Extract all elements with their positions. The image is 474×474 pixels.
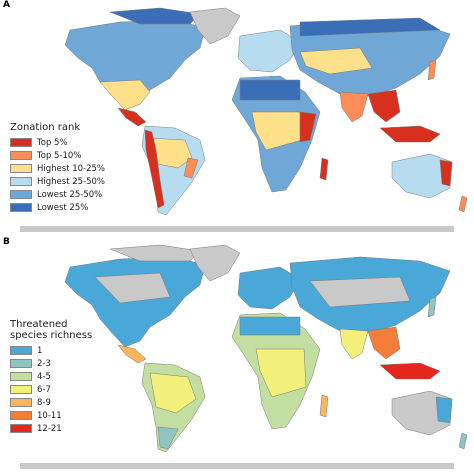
siberia <box>299 17 441 37</box>
south-east-asia <box>367 89 401 123</box>
canadian-arctic <box>109 7 201 25</box>
antarctica <box>20 226 454 232</box>
japan <box>427 59 437 81</box>
madagascar <box>319 394 329 418</box>
japan <box>427 296 437 318</box>
legend-item-2-3: 2-3 <box>10 357 92 370</box>
australia-east-coast <box>439 159 453 187</box>
legend-label: Highest 10-25% <box>37 163 106 174</box>
new-zealand <box>458 195 468 213</box>
panel-species-richness: B Threatened spe <box>0 237 474 474</box>
legend-item-12-21: 12-21 <box>10 422 92 435</box>
legend-swatch <box>10 398 32 407</box>
panel-label: B <box>3 237 10 247</box>
legend-label: Top 5% <box>37 137 68 148</box>
central-america <box>117 344 147 364</box>
greenland <box>189 244 241 282</box>
legend-swatch <box>10 164 32 173</box>
legend-item-highest-10-25: Highest 10-25% <box>10 162 105 175</box>
legend-label: Lowest 25-50% <box>37 189 103 200</box>
east-africa <box>299 111 317 143</box>
indonesia <box>379 362 441 380</box>
andes-hotspot <box>144 129 165 209</box>
legend-swatch <box>10 346 32 355</box>
legend-swatch <box>10 424 32 433</box>
legend-label: 6-7 <box>37 384 51 395</box>
europe <box>237 266 301 310</box>
legend-label: 1 <box>37 345 43 356</box>
world-map-zonation <box>20 7 468 232</box>
europe <box>237 29 301 73</box>
legend-swatch <box>10 190 32 199</box>
legend-item-highest-25-50: Highest 25-50% <box>10 175 105 188</box>
madagascar <box>319 157 329 181</box>
legend-item-lowest-25-50: Lowest 25-50% <box>10 188 105 201</box>
india <box>339 91 369 123</box>
legend-label: 12-21 <box>37 423 62 434</box>
legend-title: Zonation rank <box>10 122 81 133</box>
legend-swatch <box>10 411 32 420</box>
legend-label: Highest 25-50% <box>37 176 106 187</box>
new-zealand <box>458 432 468 450</box>
legend-swatch <box>10 385 32 394</box>
legend-swatch <box>10 359 32 368</box>
legend-item-4-5: 4-5 <box>10 370 92 383</box>
legend-swatch <box>10 203 32 212</box>
legend-swatch <box>10 372 32 381</box>
central-africa <box>255 348 307 398</box>
legend-richness: Threatened species richness 1 2-3 4-5 6-… <box>10 319 92 435</box>
indonesia <box>379 125 441 143</box>
legend-swatch <box>10 138 32 147</box>
panel-zonation-rank: A <box>3 0 468 232</box>
sahara <box>239 316 301 336</box>
sahara <box>239 79 301 101</box>
legend-item-1: 1 <box>10 344 92 357</box>
central-america <box>117 107 147 127</box>
legend-label: 10-11 <box>37 410 62 421</box>
southern-cone <box>157 426 179 450</box>
canadian-arctic <box>109 244 201 262</box>
legend-item-top-5: Top 5% <box>10 136 105 149</box>
legend-item-8-9: 8-9 <box>10 396 92 409</box>
legend-label: 2-3 <box>37 358 51 369</box>
legend-zonation: Zonation rank Top 5% Top 5-10% Highest 1… <box>10 122 105 214</box>
legend-swatch <box>10 177 32 186</box>
legend-item-6-7: 6-7 <box>10 383 92 396</box>
legend-item-10-11: 10-11 <box>10 409 92 422</box>
central-asia <box>299 47 373 75</box>
legend-label: Top 5-10% <box>37 150 82 161</box>
north-america-south <box>99 79 151 111</box>
legend-item-lowest-25: Lowest 25% <box>10 201 105 214</box>
antarctica <box>20 463 454 469</box>
panel-label: A <box>3 0 10 10</box>
amazon-basin <box>149 372 197 414</box>
india <box>339 328 369 360</box>
legend-title: Threatened species richness <box>10 319 93 341</box>
central-asia <box>309 276 411 308</box>
central-africa <box>251 111 303 151</box>
legend-label: Lowest 25% <box>37 202 89 213</box>
greenland <box>189 7 241 45</box>
atlantic-forest <box>183 157 199 179</box>
north-america-interior <box>94 272 171 304</box>
legend-swatch <box>10 151 32 160</box>
legend-item-top-5-10: Top 5-10% <box>10 149 105 162</box>
legend-label: 8-9 <box>37 397 51 408</box>
australia-east-coast <box>435 396 453 424</box>
australia <box>391 153 453 199</box>
south-east-asia <box>367 326 401 360</box>
world-map-richness <box>20 244 468 469</box>
legend-label: 4-5 <box>37 371 51 382</box>
